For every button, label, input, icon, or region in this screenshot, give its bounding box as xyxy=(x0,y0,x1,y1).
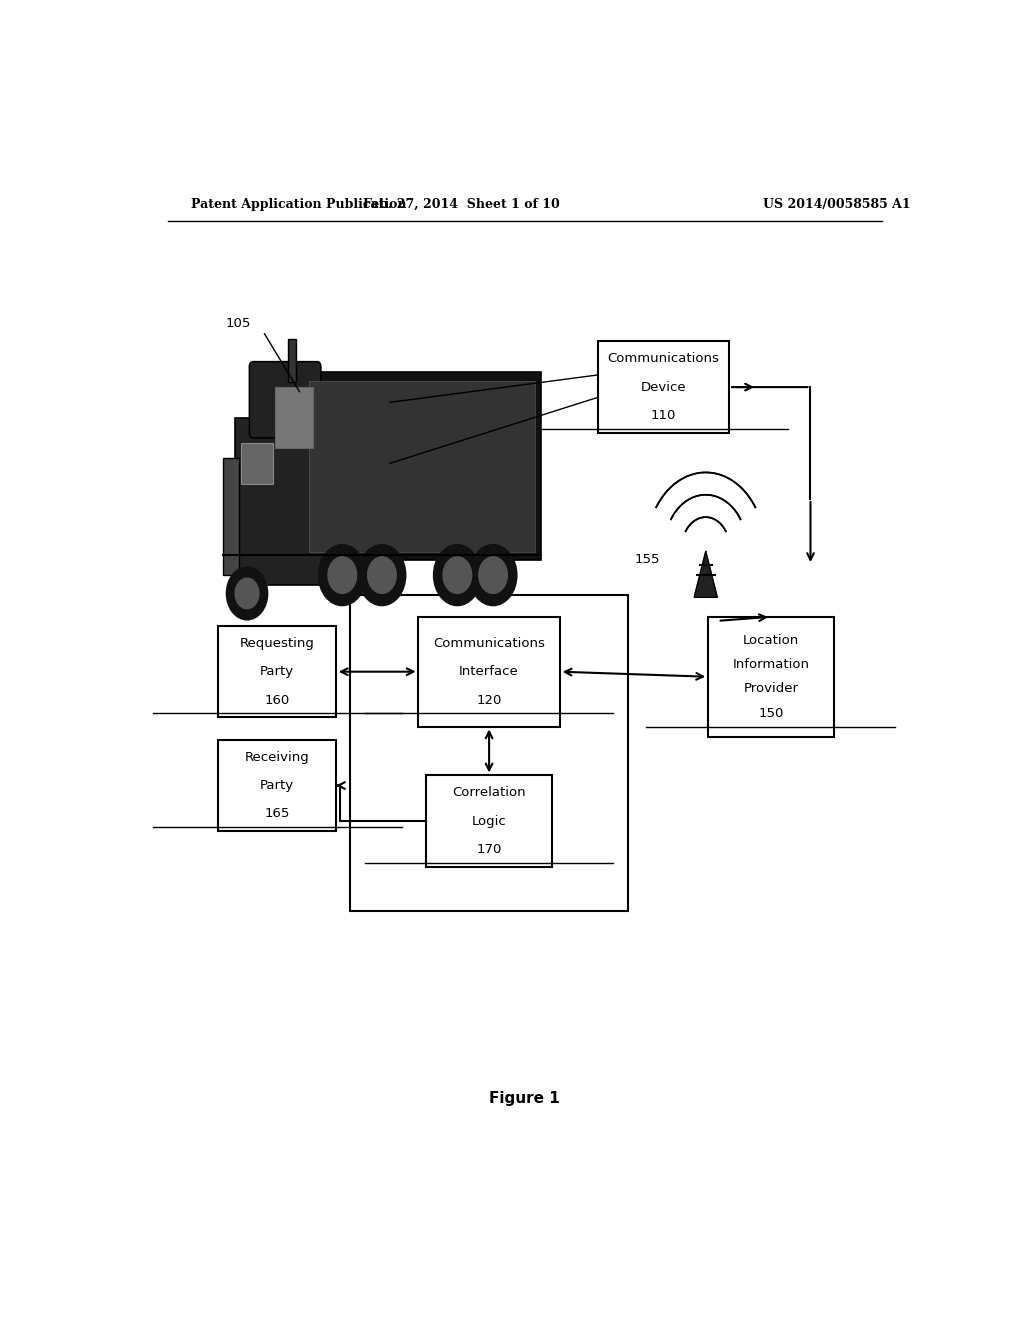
FancyBboxPatch shape xyxy=(218,739,336,832)
Bar xyxy=(242,444,273,483)
Text: Device: Device xyxy=(641,380,686,393)
Text: Logic: Logic xyxy=(472,814,507,828)
Circle shape xyxy=(479,557,507,594)
Circle shape xyxy=(236,578,259,609)
Bar xyxy=(289,339,296,381)
Circle shape xyxy=(368,557,396,594)
Text: Figure 1: Figure 1 xyxy=(489,1092,560,1106)
Text: 105: 105 xyxy=(225,317,251,330)
Text: 110: 110 xyxy=(651,409,677,422)
Text: Communications: Communications xyxy=(433,636,545,649)
FancyBboxPatch shape xyxy=(598,342,729,433)
Circle shape xyxy=(469,545,517,606)
Circle shape xyxy=(358,545,406,606)
Text: US 2014/0058585 A1: US 2014/0058585 A1 xyxy=(763,198,910,211)
Text: 160: 160 xyxy=(264,693,290,706)
FancyBboxPatch shape xyxy=(250,362,321,438)
FancyBboxPatch shape xyxy=(709,616,834,737)
Text: 150: 150 xyxy=(758,706,783,719)
Text: 100: 100 xyxy=(370,568,395,581)
Text: 170: 170 xyxy=(476,843,502,857)
Text: Feb. 27, 2014  Sheet 1 of 10: Feb. 27, 2014 Sheet 1 of 10 xyxy=(362,198,560,211)
Text: 155: 155 xyxy=(634,553,659,566)
FancyBboxPatch shape xyxy=(350,595,628,911)
Circle shape xyxy=(328,557,356,594)
Text: Requesting: Requesting xyxy=(240,636,314,649)
Circle shape xyxy=(226,568,267,620)
Text: Interface: Interface xyxy=(459,665,519,678)
Text: Provider: Provider xyxy=(743,682,799,696)
Bar xyxy=(274,387,313,447)
Bar xyxy=(303,372,541,560)
Text: Party: Party xyxy=(260,779,294,792)
Text: Correlation: Correlation xyxy=(453,787,526,799)
Text: Patent Application Publication: Patent Application Publication xyxy=(191,198,407,211)
Bar xyxy=(236,417,327,585)
Circle shape xyxy=(443,557,472,594)
Circle shape xyxy=(318,545,367,606)
Polygon shape xyxy=(694,552,717,598)
Bar xyxy=(223,458,239,576)
Text: 120: 120 xyxy=(476,693,502,706)
Text: Information: Information xyxy=(732,659,809,671)
Bar xyxy=(309,381,536,552)
Text: 165: 165 xyxy=(264,808,290,821)
Text: Party: Party xyxy=(260,665,294,678)
Text: Communications: Communications xyxy=(607,352,720,366)
Text: Receiving: Receiving xyxy=(245,751,309,763)
Text: Location: Location xyxy=(742,634,799,647)
FancyBboxPatch shape xyxy=(419,616,560,726)
FancyBboxPatch shape xyxy=(426,775,552,867)
FancyBboxPatch shape xyxy=(218,626,336,718)
Circle shape xyxy=(433,545,481,606)
